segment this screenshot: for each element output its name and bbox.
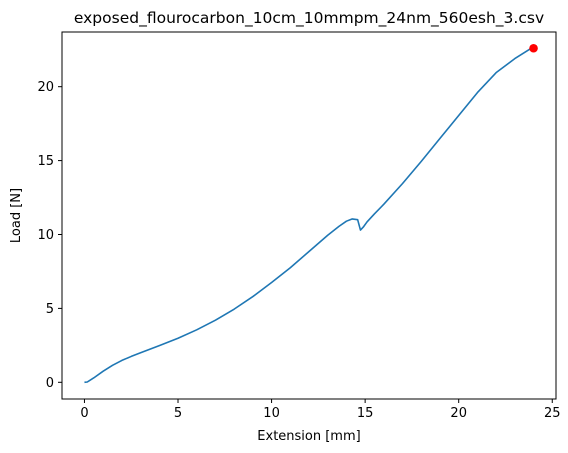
series-line-0	[84, 46, 534, 384]
plot-content	[84, 43, 538, 384]
x-axis-ticks: 0 5 10 15 20 25	[80, 399, 561, 421]
end-point-marker	[529, 43, 538, 53]
y-tick-label: 10	[37, 228, 54, 243]
y-tick-label: 5	[46, 302, 54, 317]
y-tick-label: 15	[37, 154, 54, 169]
x-tick-label: 25	[544, 406, 561, 421]
x-tick-label: 0	[80, 406, 88, 421]
y-tick-label: 0	[46, 376, 54, 391]
x-tick-label: 20	[450, 406, 467, 421]
x-tick-label: 10	[263, 406, 280, 421]
x-tick-label: 5	[174, 406, 182, 421]
chart-title: exposed_flourocarbon_10cm_10mmpm_24nm_56…	[74, 9, 544, 28]
y-tick-label: 20	[37, 80, 54, 95]
plot-frame	[61, 31, 557, 400]
y-axis-ticks: 0 5 10 15 20	[37, 80, 62, 391]
y-axis-label: Load [N]	[9, 188, 24, 243]
x-tick-label: 15	[357, 406, 374, 421]
x-axis-label: Extension [mm]	[257, 429, 360, 444]
